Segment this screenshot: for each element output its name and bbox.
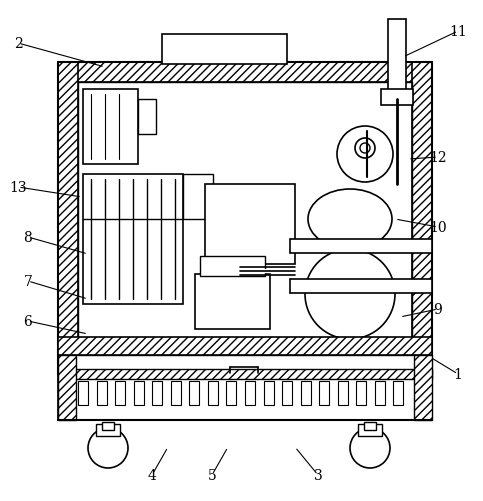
Bar <box>200 257 265 277</box>
Text: 8: 8 <box>24 230 32 244</box>
Bar <box>58 63 432 83</box>
Bar <box>58 337 432 355</box>
Bar <box>364 422 376 430</box>
Bar <box>171 381 181 405</box>
Bar <box>195 275 270 329</box>
Bar <box>115 381 125 405</box>
Text: 5: 5 <box>208 468 216 482</box>
Bar <box>134 381 143 405</box>
Bar <box>96 424 120 436</box>
Text: 3: 3 <box>313 468 322 482</box>
Text: 2: 2 <box>14 37 22 51</box>
Circle shape <box>355 139 375 159</box>
Bar <box>227 381 237 405</box>
Bar <box>138 100 156 135</box>
Bar <box>58 355 76 420</box>
Bar <box>282 381 292 405</box>
Text: 7: 7 <box>24 275 32 289</box>
Bar <box>414 355 432 420</box>
Bar <box>264 381 273 405</box>
Bar <box>58 369 432 379</box>
Bar <box>394 381 403 405</box>
Circle shape <box>360 144 370 154</box>
Text: 13: 13 <box>9 181 27 194</box>
Bar <box>183 175 213 219</box>
Bar <box>58 63 78 375</box>
Text: 6: 6 <box>24 314 32 328</box>
Bar <box>290 280 432 294</box>
Bar <box>78 83 412 355</box>
Bar <box>208 381 218 405</box>
Circle shape <box>305 249 395 339</box>
Text: 11: 11 <box>449 25 467 39</box>
Circle shape <box>337 127 393 183</box>
Text: 12: 12 <box>429 151 447 165</box>
Bar <box>375 381 385 405</box>
Bar <box>338 381 348 405</box>
Bar <box>319 381 329 405</box>
Bar <box>388 20 406 103</box>
Text: 4: 4 <box>148 468 156 482</box>
Bar <box>205 185 295 265</box>
Bar <box>412 63 432 375</box>
Bar <box>356 381 366 405</box>
Bar <box>162 35 287 65</box>
Bar <box>152 381 162 405</box>
Bar <box>300 381 311 405</box>
Circle shape <box>88 428 128 468</box>
Text: 9: 9 <box>434 303 442 316</box>
Bar <box>83 90 138 165</box>
Bar <box>189 381 199 405</box>
Bar <box>58 355 432 375</box>
Text: 1: 1 <box>454 367 462 381</box>
Circle shape <box>350 428 390 468</box>
Bar <box>245 381 255 405</box>
Bar <box>58 355 432 420</box>
Bar <box>290 239 432 254</box>
Ellipse shape <box>308 189 392 249</box>
Bar <box>83 175 183 305</box>
Bar <box>78 381 88 405</box>
Bar <box>97 381 107 405</box>
Bar <box>381 90 413 106</box>
Bar <box>358 424 382 436</box>
Bar <box>102 422 114 430</box>
Text: 10: 10 <box>429 220 447 234</box>
